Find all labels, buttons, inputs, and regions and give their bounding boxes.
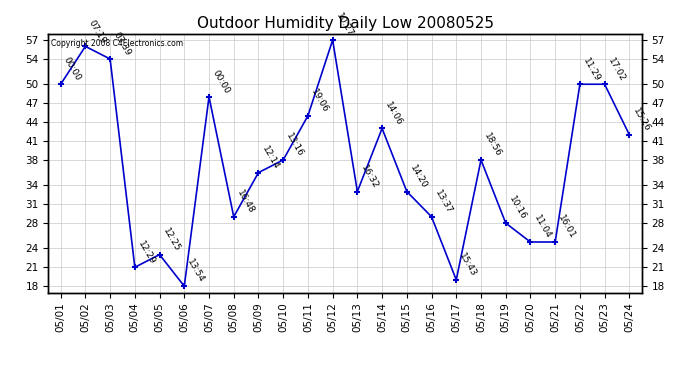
- Text: Copyright 2008 C4Electronics.com: Copyright 2008 C4Electronics.com: [51, 39, 184, 48]
- Text: 12:29: 12:29: [136, 239, 157, 266]
- Text: 14:20: 14:20: [408, 164, 428, 190]
- Text: 12:25: 12:25: [161, 226, 181, 253]
- Text: 07:19: 07:19: [87, 18, 108, 45]
- Text: 12:14: 12:14: [260, 144, 280, 171]
- Text: 15:43: 15:43: [457, 252, 478, 279]
- Text: 11:04: 11:04: [532, 214, 553, 241]
- Text: 17:02: 17:02: [606, 56, 627, 83]
- Title: Outdoor Humidity Daily Low 20080525: Outdoor Humidity Daily Low 20080525: [197, 16, 493, 31]
- Text: 13:54: 13:54: [186, 258, 206, 285]
- Text: 11:29: 11:29: [581, 56, 602, 83]
- Text: 13:16: 13:16: [284, 132, 305, 159]
- Text: 16:01: 16:01: [557, 214, 578, 241]
- Text: 15:26: 15:26: [631, 106, 651, 134]
- Text: 18:56: 18:56: [482, 132, 503, 159]
- Text: 10:27: 10:27: [334, 12, 355, 39]
- Text: 00:00: 00:00: [62, 56, 83, 83]
- Text: 10:16: 10:16: [507, 195, 528, 222]
- Text: 00:00: 00:00: [210, 69, 231, 96]
- Text: 16:32: 16:32: [359, 164, 380, 190]
- Text: 13:37: 13:37: [433, 189, 453, 215]
- Text: 03:39: 03:39: [112, 31, 132, 58]
- Text: 19:06: 19:06: [309, 87, 330, 114]
- Text: 16:48: 16:48: [235, 189, 256, 215]
- Text: 14:06: 14:06: [384, 100, 404, 127]
